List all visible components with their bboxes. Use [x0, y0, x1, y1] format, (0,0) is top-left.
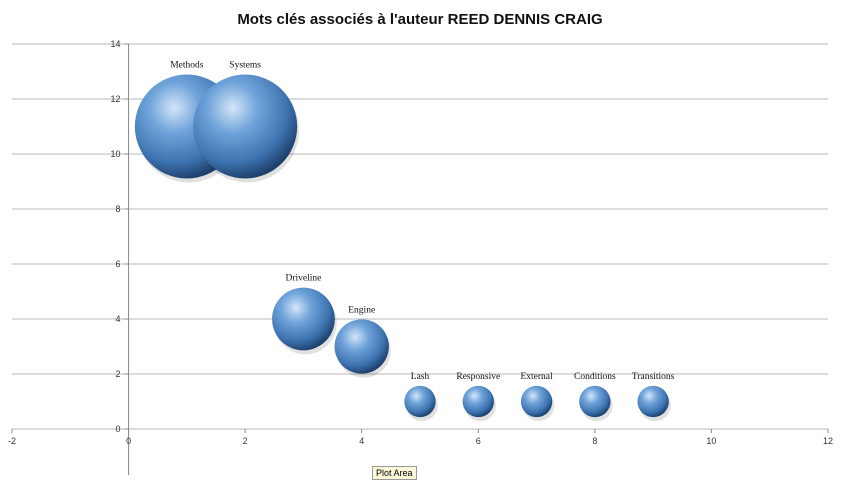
bubble-label: Driveline	[285, 274, 321, 284]
bubble-label: Systems	[229, 61, 261, 71]
x-tick-label: 0	[126, 436, 131, 446]
bubble-label: Methods	[170, 61, 204, 71]
bubble-label: Conditions	[574, 372, 616, 382]
x-tick-label: 10	[706, 436, 716, 446]
x-tick-label: 6	[476, 436, 481, 446]
x-tick-label: 2	[243, 436, 248, 446]
y-tick-label: 6	[116, 259, 121, 269]
x-tick-label: 12	[823, 436, 833, 446]
bubble[interactable]	[404, 385, 436, 418]
bubble-label: Lash	[411, 372, 430, 382]
y-tick-label: 0	[116, 424, 121, 434]
bubble[interactable]	[579, 385, 611, 418]
x-tick-label: -2	[8, 436, 16, 446]
bubble[interactable]	[272, 287, 335, 351]
y-tick-label: 8	[116, 204, 121, 214]
axes	[11, 43, 829, 475]
bubble-label: Transitions	[632, 372, 675, 382]
plot-area-tooltip: Plot Area	[372, 466, 417, 480]
y-tick-label: 2	[116, 369, 121, 379]
bubble[interactable]	[520, 385, 553, 418]
bubbles[interactable]	[134, 74, 671, 422]
bubble-labels: Methods Systems Driveline Engine Lash Respons…	[170, 61, 674, 382]
bubble-label: Engine	[348, 305, 375, 315]
bubble-label: Responsive	[456, 372, 500, 382]
bubble[interactable]	[462, 385, 494, 418]
y-tick-label: 14	[111, 39, 121, 49]
x-tick-label: 8	[592, 436, 597, 446]
y-tick-label: 10	[111, 149, 121, 159]
bubble[interactable]	[193, 74, 298, 179]
tick-labels: 0 2 4 6 8 10 12 14 -2 0 2 4 6 8 10 12	[8, 39, 833, 446]
chart-title: Mots clés associés à l'auteur REED DENNI…	[237, 11, 602, 28]
bubble-label: External	[520, 372, 553, 382]
bubble[interactable]	[334, 319, 389, 374]
bubble[interactable]	[637, 385, 669, 418]
y-tick-label: 12	[111, 94, 121, 104]
y-tick-label: 4	[116, 314, 121, 324]
x-tick-label: 4	[359, 436, 364, 446]
